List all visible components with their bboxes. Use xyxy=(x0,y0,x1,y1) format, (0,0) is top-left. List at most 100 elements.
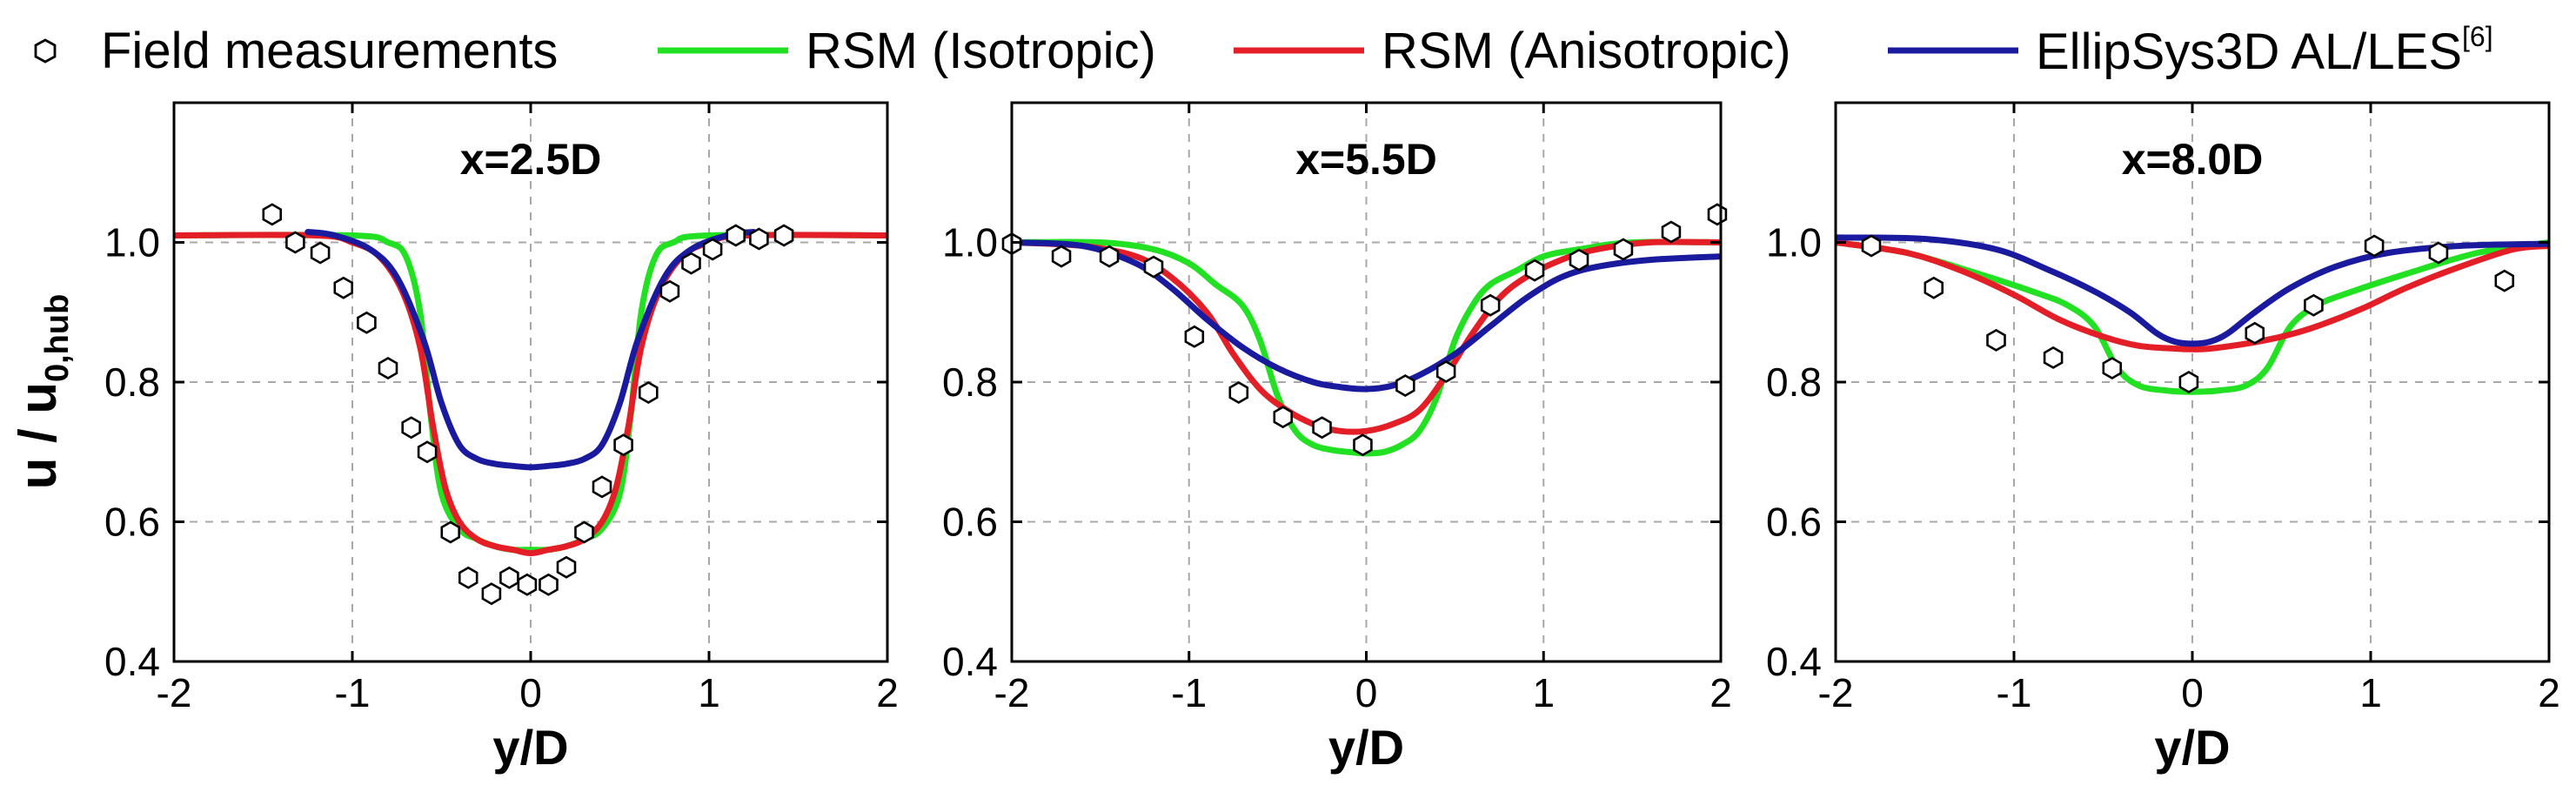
field-measurement-point xyxy=(1395,373,1415,397)
x-tick-label: 2 xyxy=(2538,670,2560,715)
y-axis-label-subscript: 0,hub xyxy=(39,294,76,382)
x-axis-label: y/D xyxy=(1328,720,1404,775)
series-line-iso xyxy=(174,232,887,554)
legend-label-aniso: RSM (Anisotropic) xyxy=(1382,22,1791,79)
field-measurement-point xyxy=(285,231,305,254)
field-measurement-point xyxy=(773,224,794,247)
hexagon-marker-icon xyxy=(34,38,57,64)
y-tick-label: 0.6 xyxy=(1766,500,1822,545)
y-tick-label: 1.0 xyxy=(104,220,160,265)
field-measurement-markers xyxy=(1001,203,1728,457)
panel-title: x=2.5D xyxy=(460,135,602,184)
y-tick-label: 1.0 xyxy=(1766,220,1822,265)
field-measurement-point xyxy=(2245,321,2265,345)
field-measurement-markers xyxy=(1861,234,2514,394)
x-tick-label: 2 xyxy=(1710,670,1732,715)
legend-label-field: Field measurements xyxy=(101,22,559,79)
y-tick-label: 0.4 xyxy=(104,639,160,684)
legend-line-les xyxy=(1888,47,2018,54)
field-measurement-point xyxy=(458,566,478,589)
y-tick-label: 0.4 xyxy=(1766,639,1822,684)
field-measurement-point xyxy=(1228,380,1249,404)
field-measurement-point xyxy=(357,311,377,334)
field-measurement-point xyxy=(1353,433,1373,457)
field-measurement-point xyxy=(726,224,746,247)
x-axis-label: y/D xyxy=(492,720,568,775)
field-measurement-point xyxy=(1986,328,2006,352)
field-measurement-point xyxy=(1312,416,1332,440)
field-measurement-point xyxy=(401,416,421,440)
field-measurement-point xyxy=(1924,276,1944,299)
x-tick-label: 2 xyxy=(876,670,899,715)
field-measurement-point xyxy=(592,475,612,499)
field-measurement-point xyxy=(378,357,398,380)
field-measurement-point xyxy=(613,433,633,457)
field-measurement-point xyxy=(262,203,283,226)
field-measurement-point xyxy=(417,440,438,464)
field-measurement-point xyxy=(1273,406,1293,429)
field-measurement-point xyxy=(517,573,538,596)
field-measurement-point xyxy=(333,276,354,299)
tick-marks xyxy=(1010,103,1723,663)
x-tick-label: 0 xyxy=(519,670,542,715)
y-tick-label: 0.8 xyxy=(104,359,160,405)
field-measurement-point xyxy=(681,252,701,275)
y-tick-label: 0.4 xyxy=(942,639,998,684)
field-measurement-point xyxy=(2494,269,2514,292)
field-measurement-point xyxy=(638,380,659,404)
x-tick-label: -2 xyxy=(157,670,192,715)
panel-title: x=8.0D xyxy=(2122,135,2264,184)
x-tick-label: 0 xyxy=(1355,670,1378,715)
y-axis-label: u / u0,hub xyxy=(9,294,76,490)
field-measurement-point xyxy=(2364,234,2385,258)
field-measurement-point xyxy=(1480,293,1501,317)
tick-marks xyxy=(1834,103,2551,663)
y-tick-label: 0.8 xyxy=(1766,359,1822,405)
field-measurement-point xyxy=(2043,346,2064,369)
field-measurement-point xyxy=(1184,325,1205,348)
legend-label-les: EllipSys3D AL/LES[6] xyxy=(2036,21,2493,81)
field-measurement-point xyxy=(2102,357,2122,380)
x-tick-label: -1 xyxy=(1997,670,2032,715)
field-measurement-point xyxy=(2428,241,2449,265)
field-measurement-point xyxy=(556,555,577,579)
field-measurement-point xyxy=(1569,248,1589,272)
series-line-les xyxy=(1836,234,2549,347)
y-tick-label: 0.6 xyxy=(942,500,998,545)
field-measurement-point xyxy=(539,573,559,596)
field-measurement-point xyxy=(1143,255,1164,279)
legend-item-les: EllipSys3D AL/LES[6] xyxy=(1888,16,2493,85)
y-tick-label: 0.8 xyxy=(942,359,998,405)
tick-marks xyxy=(172,103,889,663)
y-axis-label-text: u / u0,hub xyxy=(9,294,76,490)
field-measurement-point xyxy=(1613,238,1634,261)
x-tick-label: 1 xyxy=(2359,670,2382,715)
x-tick-label: 1 xyxy=(1532,670,1555,715)
legend-label-iso: RSM (Isotropic) xyxy=(806,22,1156,79)
series-lines xyxy=(1836,234,2549,395)
field-measurement-point xyxy=(481,582,502,606)
x-tick-label: 0 xyxy=(2181,670,2204,715)
x-tick-label: -1 xyxy=(1171,670,1207,715)
field-measurement-point xyxy=(1861,234,1882,258)
field-measurement-point xyxy=(1435,360,1456,384)
field-measurement-point xyxy=(1524,258,1545,282)
legend: Field measurements RSM (Isotropic) RSM (… xyxy=(0,0,2576,104)
legend-item-field: Field measurements xyxy=(17,16,558,85)
x-tick-label: -1 xyxy=(335,670,371,715)
field-measurement-point xyxy=(310,241,331,265)
series-line-aniso xyxy=(1836,239,2549,352)
y-tick-label: 0.6 xyxy=(104,500,160,545)
field-measurement-point xyxy=(702,238,723,261)
series-line-iso xyxy=(1836,239,2549,395)
x-tick-label: 1 xyxy=(698,670,720,715)
field-measurement-point xyxy=(2178,371,2199,394)
panel-title: x=5.5D xyxy=(1295,135,1437,184)
y-axis-label-main: u / u xyxy=(9,382,67,489)
field-measurement-point xyxy=(1661,220,1682,244)
x-tick-label: -2 xyxy=(1818,670,1854,715)
legend-item-aniso: RSM (Anisotropic) xyxy=(1234,16,1791,85)
legend-line-aniso xyxy=(1234,47,1364,54)
